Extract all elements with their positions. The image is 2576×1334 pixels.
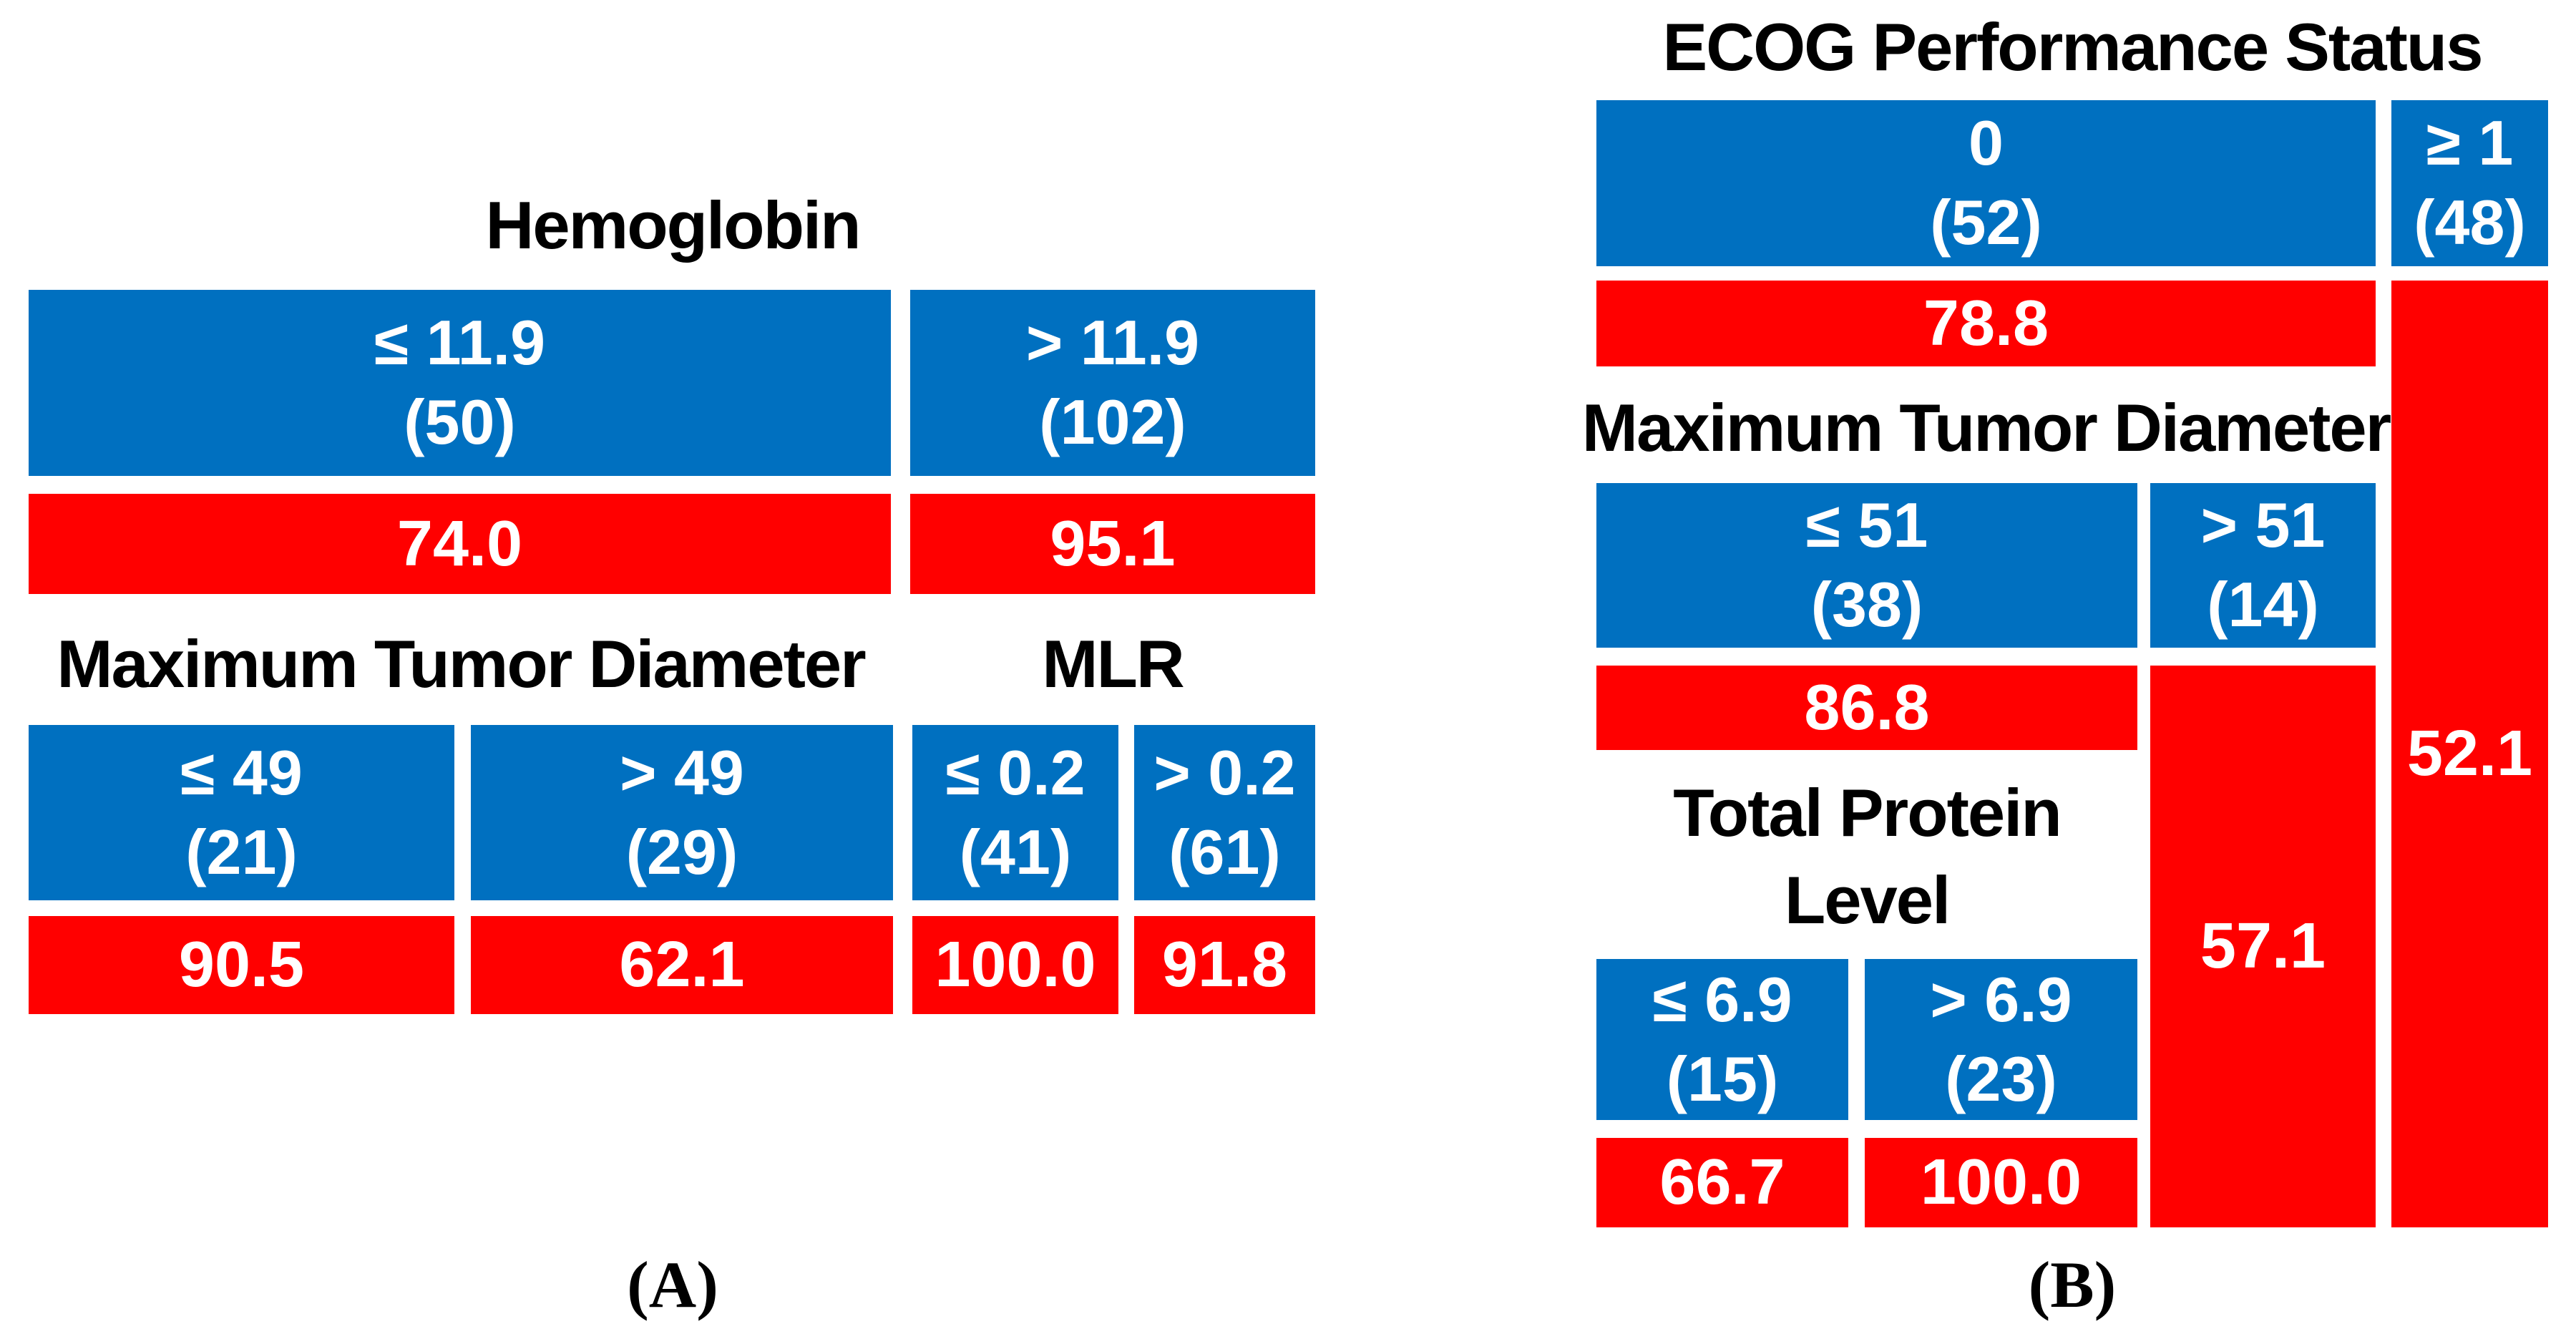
branch-range-label: 0 (1968, 107, 2004, 179)
branch-count-label: (21) (185, 816, 298, 887)
branch-ecog-ge1-box: ≥ 1 (48) (2391, 100, 2548, 266)
branch-range-label: > 6.9 (1930, 963, 2072, 1035)
title-line-2: Level (1784, 862, 1951, 938)
branch-count-label: (14) (2207, 569, 2319, 640)
survival-value-mtd-low: 90.5 (29, 916, 454, 1014)
branch-mtd-low-box: ≤ 49 (21) (29, 725, 454, 900)
branch-range-label: ≤ 0.2 (945, 736, 1085, 808)
panel-b-title-ecog: ECOG Performance Status (1662, 9, 2483, 85)
caption-panel-a: (A) (627, 1248, 718, 1321)
branch-hemoglobin-high-box: > 11.9 (102) (910, 290, 1315, 476)
branch-range-label: > 51 (2200, 490, 2326, 561)
branch-range-label: ≤ 6.9 (1652, 963, 1792, 1035)
survival-value-mlr-low: 100.0 (912, 916, 1118, 1014)
survival-value-tpl-low: 66.7 (1596, 1138, 1848, 1227)
branch-mtd-low-box: ≤ 51 (38) (1596, 483, 2137, 648)
branch-tpl-high-box: > 6.9 (23) (1865, 959, 2137, 1120)
branch-range-label: ≤ 51 (1805, 490, 1928, 561)
branch-count-label: (38) (1810, 569, 1923, 640)
branch-range-label: > 0.2 (1153, 736, 1296, 808)
branch-range-label: ≤ 11.9 (374, 307, 546, 379)
branch-count-label: (102) (1039, 386, 1186, 457)
branch-count-label: (41) (959, 816, 1072, 887)
branch-count-label: (48) (2414, 187, 2526, 258)
panel-b-title-max-tumor-diameter: Maximum Tumor Diameter (1581, 389, 2392, 465)
panel-a-title-max-tumor-diameter: Maximum Tumor Diameter (57, 625, 867, 701)
title-line-1: Total Protein (1673, 774, 2062, 850)
branch-range-label: ≤ 49 (180, 736, 303, 808)
panel-a-title-mlr: MLR (1042, 625, 1185, 701)
branch-range-label: > 49 (620, 736, 744, 808)
branch-count-label: (15) (1666, 1043, 1779, 1114)
panel-a-title-hemoglobin: Hemoglobin (485, 188, 861, 263)
survival-value-ecog-ge1: 52.1 (2391, 281, 2548, 1227)
caption-panel-b: (B) (2028, 1248, 2117, 1321)
survival-value-mtd-high: 57.1 (2150, 666, 2376, 1227)
survival-value-mtd-high: 62.1 (471, 916, 893, 1014)
branch-range-label: > 11.9 (1025, 307, 1200, 379)
branch-ecog-0-box: 0 (52) (1596, 100, 2376, 266)
survival-value-hemoglobin-low: 74.0 (29, 494, 891, 594)
branch-count-label: (23) (1945, 1043, 2057, 1114)
branch-mlr-high-box: > 0.2 (61) (1134, 725, 1315, 900)
survival-value-ecog-0: 78.8 (1596, 281, 2376, 366)
survival-value-mlr-high: 91.8 (1134, 916, 1315, 1014)
branch-range-label: ≥ 1 (2426, 107, 2514, 179)
branch-tpl-low-box: ≤ 6.9 (15) (1596, 959, 1848, 1120)
branch-count-label: (52) (1930, 187, 2042, 258)
survival-value-hemoglobin-high: 95.1 (910, 494, 1315, 594)
survival-value-tpl-high: 100.0 (1865, 1138, 2137, 1227)
branch-mlr-low-box: ≤ 0.2 (41) (912, 725, 1118, 900)
panel-b-title-total-protein-level: Total Protein Level (1596, 774, 2137, 939)
survival-value-mtd-low: 86.8 (1596, 666, 2137, 750)
branch-hemoglobin-low-box: ≤ 11.9 (50) (29, 290, 891, 476)
branch-mtd-high-box: > 49 (29) (471, 725, 893, 900)
branch-count-label: (29) (625, 816, 738, 887)
branch-mtd-high-box: > 51 (14) (2150, 483, 2376, 648)
branch-count-label: (50) (404, 386, 516, 457)
branch-count-label: (61) (1169, 816, 1281, 887)
